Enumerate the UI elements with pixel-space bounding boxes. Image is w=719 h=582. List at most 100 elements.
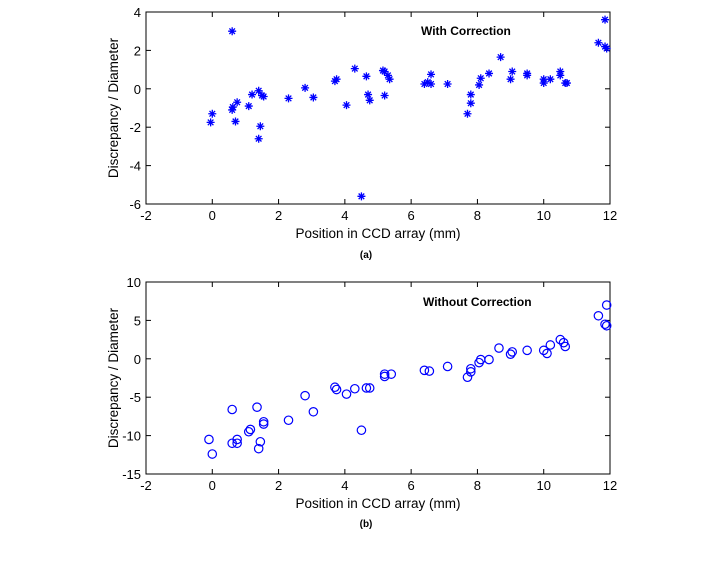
data-point xyxy=(385,75,394,84)
x-tick-label: 4 xyxy=(341,208,348,223)
data-point xyxy=(420,80,429,88)
data-point xyxy=(419,365,430,376)
data-point xyxy=(232,438,242,449)
data-point xyxy=(427,70,436,79)
x-tick-label: 10 xyxy=(536,478,550,493)
data-point xyxy=(254,134,263,143)
y-tick-label: 2 xyxy=(134,43,141,58)
x-tick-label: 0 xyxy=(209,478,216,493)
data-point xyxy=(556,71,565,80)
data-point xyxy=(523,69,532,78)
x-tick-label: 12 xyxy=(603,208,617,223)
y-tick-label: -2 xyxy=(129,120,141,135)
data-point xyxy=(245,424,256,435)
data-point xyxy=(542,348,552,359)
data-point xyxy=(208,109,217,118)
data-point xyxy=(465,367,476,377)
data-point xyxy=(506,75,515,84)
chart-panel-b: -2 0 2 4 6 8 10 12 -15 -10 -5 0 5 10 Position in CCD a… xyxy=(106,275,617,530)
data-point xyxy=(443,80,452,88)
data-point xyxy=(206,118,215,127)
data-point xyxy=(379,369,390,379)
data-point xyxy=(380,67,389,76)
data-point xyxy=(427,80,436,88)
data-point xyxy=(380,91,389,100)
data-point xyxy=(463,109,472,118)
data-point xyxy=(594,38,603,47)
data-point xyxy=(284,94,293,103)
data-point xyxy=(507,347,518,357)
data-point xyxy=(301,83,310,92)
data-point xyxy=(207,449,218,459)
data-point xyxy=(308,406,319,417)
data-point xyxy=(600,319,610,330)
data-point xyxy=(330,382,340,393)
data-point xyxy=(300,390,310,401)
data-point xyxy=(259,92,268,101)
data-point xyxy=(364,90,373,99)
plot-area xyxy=(145,281,611,475)
data-point xyxy=(386,369,397,379)
x-tick-label: -2 xyxy=(140,208,152,223)
data-point xyxy=(362,72,371,81)
data-point xyxy=(539,79,548,88)
data-point xyxy=(331,384,342,395)
plot-area xyxy=(145,11,611,205)
data-point xyxy=(545,340,556,350)
panel-label: (b) xyxy=(360,519,373,530)
data-point xyxy=(232,434,242,445)
data-point xyxy=(593,310,604,321)
x-tick-label: 6 xyxy=(408,478,415,493)
x-axis-label: Position in CCD array (mm) xyxy=(295,496,460,511)
x-tick-label: 6 xyxy=(408,208,415,223)
data-point xyxy=(466,99,475,108)
data-point xyxy=(465,363,476,374)
data-point xyxy=(228,105,237,114)
data-point xyxy=(496,53,505,62)
data-point xyxy=(309,93,318,102)
y-tick-label: 4 xyxy=(134,5,141,20)
data-point xyxy=(254,86,263,95)
data-point xyxy=(349,383,360,394)
data-point xyxy=(485,69,494,78)
data-point xyxy=(562,79,571,88)
y-tick-label: -6 xyxy=(129,197,141,212)
y-tick-label: -10 xyxy=(122,429,141,444)
data-point xyxy=(560,341,571,352)
data-point xyxy=(424,366,435,376)
data-point xyxy=(228,103,237,112)
data-point xyxy=(256,122,265,131)
data-point xyxy=(484,354,494,365)
x-tick-label: -2 xyxy=(140,478,152,493)
data-point xyxy=(476,74,485,83)
data-point xyxy=(602,44,611,53)
data-point xyxy=(423,78,432,87)
data-point xyxy=(231,117,240,126)
y-tick-label: 5 xyxy=(134,313,141,328)
x-tick-label: 10 xyxy=(536,208,550,223)
data-point xyxy=(283,415,294,426)
data-point xyxy=(244,102,253,111)
chart-panel-a: -2 0 2 4 6 8 10 12 -6 -4 -2 0 2 4 Position in CCD arra… xyxy=(106,5,617,261)
data-point xyxy=(538,345,549,356)
x-tick-label: 8 xyxy=(474,208,481,223)
data-point xyxy=(364,383,375,393)
data-point xyxy=(258,419,269,429)
data-point xyxy=(508,67,517,76)
data-point xyxy=(601,300,612,310)
y-tick-label: 0 xyxy=(134,82,141,97)
data-point xyxy=(233,98,242,107)
data-point xyxy=(243,426,254,437)
data-point xyxy=(462,372,473,383)
data-point xyxy=(248,90,257,99)
x-tick-label: 8 xyxy=(474,478,481,493)
data-point xyxy=(227,404,237,415)
y-axis-label: Discrepancy / Diameter xyxy=(106,37,121,178)
x-tick-label: 12 xyxy=(603,478,617,493)
y-tick-label: 0 xyxy=(134,352,141,367)
data-point xyxy=(341,389,352,399)
data-point xyxy=(475,80,484,89)
x-axis-label: Position in CCD array (mm) xyxy=(295,226,460,241)
annotation: With Correction xyxy=(421,24,511,38)
data-point xyxy=(253,443,264,454)
